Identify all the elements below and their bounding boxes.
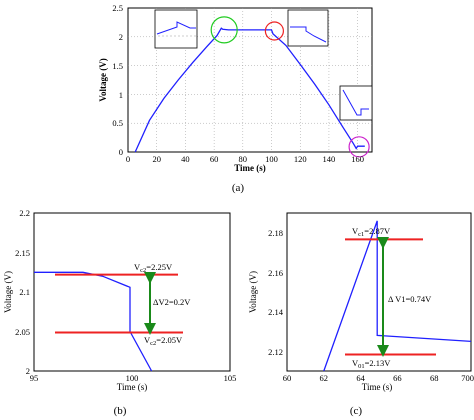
panel-a-inset-3 — [339, 85, 373, 121]
panel-b-y-ticks: 2 2.05 2.1 2.15 2.2 — [15, 208, 30, 376]
b-y-axis-label: Voltage (V) — [3, 271, 13, 313]
b-ytick-2: 2.1 — [19, 287, 30, 297]
c-xtick-4: 68 — [430, 373, 439, 383]
b-xtick-0: 95 — [30, 373, 39, 383]
c-xtick-2: 64 — [356, 373, 365, 383]
c-xtick-0: 60 — [283, 373, 292, 383]
panel-c: Vc1=2.87V Δ V1=0.74V V01=2.13V 2.12 2.14… — [248, 212, 474, 417]
b-ytick-1: 2.05 — [15, 327, 30, 337]
a-ytick-1: 0.5 — [112, 118, 123, 128]
c-ytick-2: 2.16 — [268, 268, 283, 278]
b-annot-top: Vc2=2.25V — [134, 262, 173, 274]
c-annot-mid: Δ V1=0.74V — [388, 294, 432, 304]
a-x-axis-label: Time (s) — [234, 163, 266, 173]
a-xtick-1: 20 — [152, 154, 161, 164]
panel-c-x-ticks: 60 62 64 66 68 700 — [283, 373, 474, 383]
panel-a-x-ticks: 0 20 40 60 80 100 120 140 160 — [126, 154, 364, 164]
a-xtick-4: 80 — [239, 154, 248, 164]
c-xtick-5: 700 — [461, 373, 474, 383]
panel-c-plot-frame — [286, 212, 472, 372]
a-caption: (a) — [232, 182, 245, 194]
a-marker-circle-0 — [210, 16, 238, 44]
b-annot-mid: ΔV2=0.2V — [153, 297, 191, 307]
b-xtick-1: 100 — [126, 373, 139, 383]
c-xtick-3: 66 — [393, 373, 402, 383]
panel-a: 0 0.5 1 1.5 2 2.5 0 20 40 60 80 100 120 … — [98, 3, 373, 194]
panel-b: Vc2=2.25V ΔV2=0.2V Vc2=2.05V 2 2.05 2.1 … — [3, 208, 236, 417]
panel-b-x-ticks: 95 100 105 — [30, 373, 237, 383]
a-series-line-0 — [134, 27, 365, 153]
panel-b-series — [34, 271, 153, 372]
b-ytick-4: 2.2 — [19, 208, 30, 218]
a-y-axis-label: Voltage (V) — [98, 58, 108, 101]
panel-b-plot-frame — [33, 212, 231, 372]
b-xtick-2: 105 — [224, 373, 237, 383]
a-xtick-2: 40 — [181, 154, 190, 164]
a-ytick-5: 2.5 — [112, 3, 123, 13]
panel-a-series — [134, 27, 365, 153]
panel-c-y-ticks: 2.12 2.14 2.16 2.18 — [268, 228, 284, 357]
c-caption: (c) — [350, 405, 363, 417]
a-marker-circle-1 — [264, 21, 284, 41]
c-ytick-3: 2.18 — [268, 228, 283, 238]
panel-a-inset-1 — [154, 9, 198, 49]
panel-a-markers — [210, 16, 370, 158]
c-annot-top: Vc1=2.87V — [352, 226, 391, 238]
a-xtick-7: 140 — [323, 154, 336, 164]
a-xtick-3: 60 — [210, 154, 219, 164]
b-annot-bot: Vc2=2.05V — [144, 335, 183, 347]
a-xtick-0: 0 — [126, 154, 130, 164]
c-x-axis-label: Time (s) — [362, 382, 392, 392]
c-ytick-1: 2.14 — [268, 307, 284, 317]
a-ytick-4: 2 — [119, 32, 123, 42]
b-caption: (b) — [114, 405, 127, 417]
a-ytick-3: 1.5 — [112, 61, 123, 71]
a-ytick-2: 1 — [119, 90, 123, 100]
b-ytick-0: 2 — [26, 366, 30, 376]
panel-a-y-ticks: 0 0.5 1 1.5 2 2.5 — [112, 3, 123, 157]
c-y-axis-label: Voltage (V) — [248, 271, 258, 313]
b-series-line-0 — [34, 271, 153, 372]
a-ytick-0: 0 — [119, 147, 123, 157]
c-ytick-0: 2.12 — [268, 347, 283, 357]
a-xtick-5: 100 — [265, 154, 278, 164]
c-xtick-1: 62 — [320, 373, 329, 383]
a-xtick-6: 120 — [294, 154, 307, 164]
a-marker-circle-2 — [348, 136, 370, 158]
a-xtick-8: 160 — [351, 154, 364, 164]
c-annot-bot: V01=2.13V — [352, 358, 391, 370]
b-x-axis-label: Time (s) — [117, 382, 147, 392]
panel-a-inset-2 — [287, 9, 329, 47]
b-ytick-3: 2.15 — [15, 248, 30, 258]
